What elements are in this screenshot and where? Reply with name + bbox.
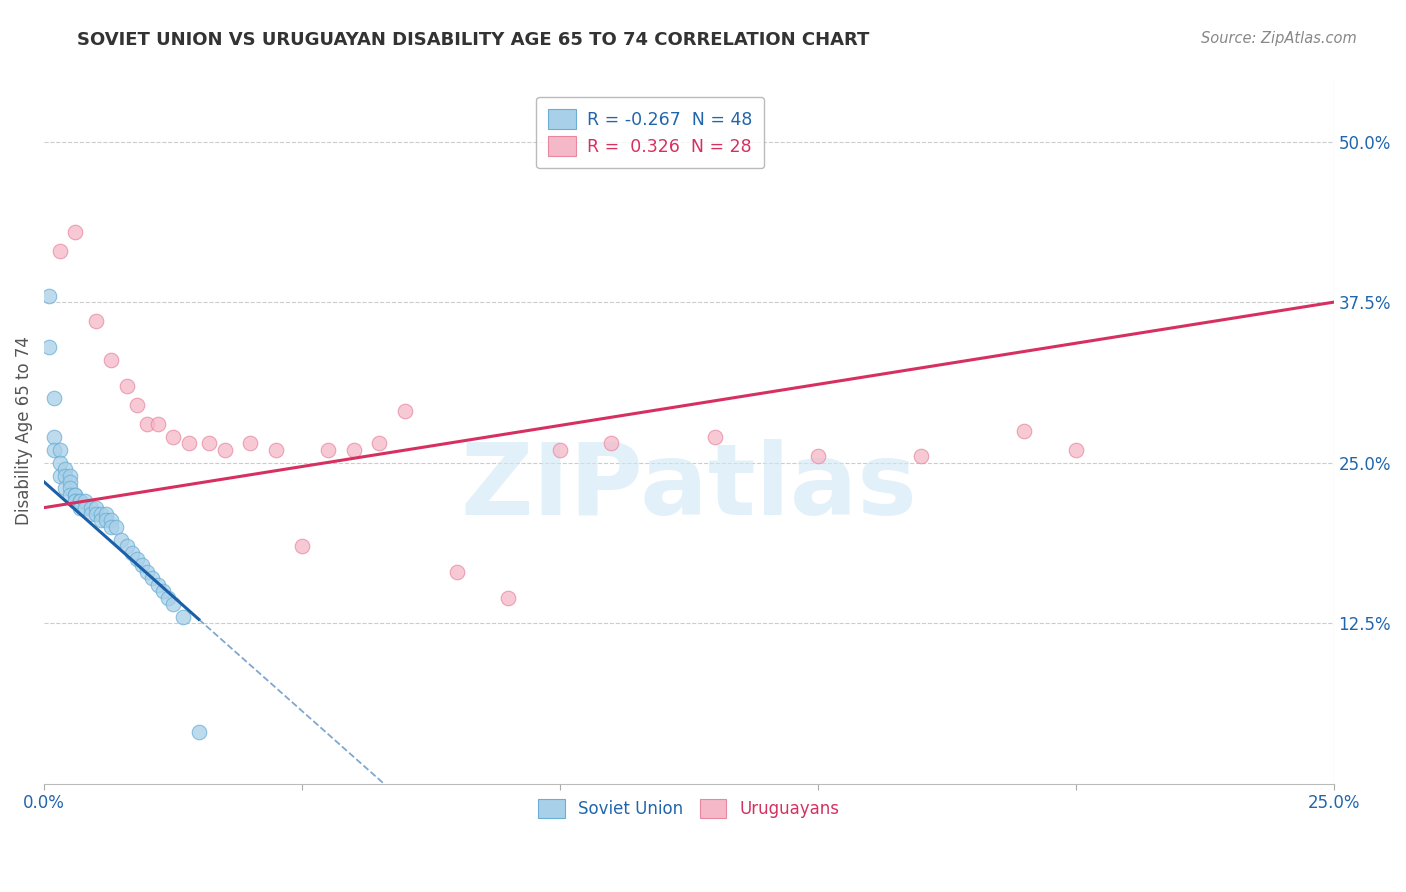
Point [172,609,194,624]
Point [48,442,70,457]
Point [146,417,169,432]
Point [100,353,122,368]
Point [75,500,97,515]
Point [48,244,70,258]
Point [59,482,82,496]
Point [548,442,571,457]
Point [59,488,82,502]
Point [1064,442,1087,457]
Point [100,520,122,534]
Point [75,494,97,508]
Point [44,392,66,406]
Point [291,539,314,553]
Point [84,314,107,328]
Point [48,468,70,483]
Point [121,545,143,559]
Point [131,558,153,573]
Point [910,450,932,464]
Point [316,442,339,457]
Point [90,507,112,521]
Point [394,404,416,418]
Point [187,725,209,739]
Point [38,340,60,354]
Point [94,507,117,521]
Point [156,591,179,605]
Point [146,577,169,591]
Legend: Soviet Union, Uruguayans: Soviet Union, Uruguayans [531,792,846,825]
Point [48,456,70,470]
Point [53,482,76,496]
Point [69,494,91,508]
Point [162,430,184,444]
Y-axis label: Disability Age 65 to 74: Disability Age 65 to 74 [15,336,32,525]
Point [90,513,112,527]
Point [239,436,262,450]
Point [105,520,128,534]
Point [198,436,221,450]
Point [152,584,174,599]
Point [600,436,623,450]
Point [125,552,148,566]
Text: SOVIET UNION VS URUGUAYAN DISABILITY AGE 65 TO 74 CORRELATION CHART: SOVIET UNION VS URUGUAYAN DISABILITY AGE… [77,31,870,49]
Point [63,494,86,508]
Point [63,488,86,502]
Point [44,442,66,457]
Point [69,500,91,515]
Point [264,442,287,457]
Point [136,417,159,432]
Point [368,436,391,450]
Point [1012,424,1035,438]
Text: Source: ZipAtlas.com: Source: ZipAtlas.com [1201,31,1357,46]
Point [53,462,76,476]
Point [807,450,830,464]
Text: ZIPatlas: ZIPatlas [460,439,917,535]
Point [125,398,148,412]
Point [703,430,725,444]
Point [38,289,60,303]
Point [110,533,132,547]
Point [59,475,82,489]
Point [141,571,163,585]
Point [115,539,138,553]
Point [136,565,159,579]
Point [63,494,86,508]
Point [69,494,91,508]
Point [53,468,76,483]
Point [214,442,236,457]
Point [63,488,86,502]
Point [63,225,86,239]
Point [94,513,117,527]
Point [84,500,107,515]
Point [100,513,122,527]
Point [446,565,468,579]
Point [342,442,364,457]
Point [115,378,138,392]
Point [59,468,82,483]
Point [44,430,66,444]
Point [79,500,101,515]
Point [498,591,520,605]
Point [84,507,107,521]
Point [79,507,101,521]
Point [177,436,200,450]
Point [162,597,184,611]
